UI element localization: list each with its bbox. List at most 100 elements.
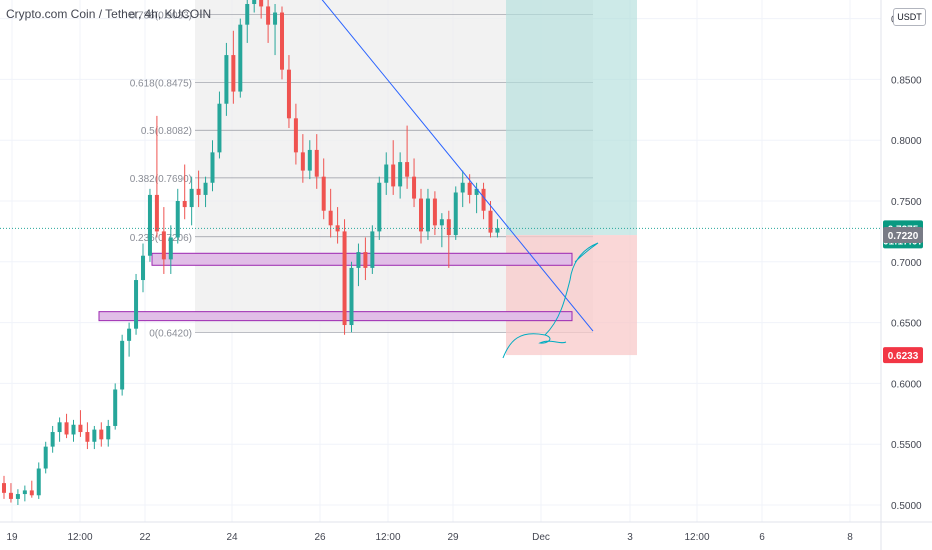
candle-body <box>286 69 291 119</box>
candle-body <box>405 162 410 177</box>
candle-body <box>363 252 368 268</box>
candle-body <box>238 24 243 92</box>
candle <box>328 188 333 238</box>
candle-body <box>307 149 312 171</box>
candle <box>419 188 423 244</box>
price-axis-label: 0.5000 <box>891 501 922 512</box>
candle <box>15 489 20 505</box>
support-zone-upper[interactable] <box>151 252 573 266</box>
candle <box>335 207 340 244</box>
candle <box>245 0 250 43</box>
candle-body <box>196 188 201 195</box>
candle <box>78 410 83 437</box>
candle-body <box>50 432 55 447</box>
candle-body <box>432 198 437 226</box>
hand-drawn-projection[interactable] <box>502 242 599 359</box>
candle-body <box>231 55 236 92</box>
candle <box>273 4 278 56</box>
candle <box>43 441 48 474</box>
candle-body <box>203 182 208 195</box>
candle <box>217 91 222 159</box>
candle-body <box>36 468 41 496</box>
candle <box>189 176 194 226</box>
time-axis-label: 12:00 <box>67 532 92 543</box>
candle <box>398 152 403 199</box>
price-axis-label: 0.7000 <box>891 258 922 269</box>
candle-body <box>488 210 493 233</box>
candle <box>210 140 215 192</box>
fib-level-label: 0.5(0.8082) <box>141 126 192 137</box>
candle <box>460 170 465 208</box>
candle <box>203 176 208 208</box>
candle <box>64 413 69 439</box>
stop-price-badge-bg <box>883 347 923 364</box>
candle <box>481 182 486 220</box>
candle-body <box>127 328 132 341</box>
candle-body <box>439 219 444 226</box>
candle-body <box>321 176 326 211</box>
candle <box>286 55 291 129</box>
candle-body <box>342 231 347 326</box>
candle <box>71 419 76 442</box>
currency-button[interactable]: USDT <box>893 8 926 26</box>
candle <box>8 483 13 503</box>
candle <box>106 419 111 447</box>
candle-body <box>377 182 382 232</box>
time-axis-label: 26 <box>314 532 326 543</box>
candle <box>85 422 90 450</box>
candle <box>474 182 479 214</box>
candle-body <box>217 103 222 153</box>
price-axis-label: 0.5500 <box>891 440 922 451</box>
candle <box>141 243 145 293</box>
candle <box>446 210 451 268</box>
candle <box>29 480 34 498</box>
stop-price-badge-text: 0.6233 <box>888 351 919 362</box>
support-zone-lower[interactable] <box>98 311 573 322</box>
candle-body <box>85 432 90 442</box>
candle-body <box>57 422 62 433</box>
candle <box>356 243 361 287</box>
time-axis-label: 22 <box>139 532 151 543</box>
fib-level-label: 0.786(0.9033) <box>130 11 192 22</box>
candle <box>425 188 430 240</box>
candle-body <box>453 192 458 236</box>
candle-body <box>349 267 354 326</box>
candle <box>439 213 444 248</box>
candle-body <box>175 201 180 238</box>
candle-body <box>412 176 417 199</box>
candle <box>266 0 271 43</box>
entry-price-badge-bg <box>883 227 923 244</box>
candle <box>238 18 243 98</box>
candle <box>161 207 166 274</box>
candle-body <box>293 118 298 153</box>
candle-body <box>168 237 173 260</box>
candle <box>321 158 326 220</box>
candle-body <box>64 422 69 435</box>
candle <box>113 383 118 430</box>
candle <box>363 237 368 281</box>
candle <box>377 176 382 240</box>
candle-body <box>467 182 472 195</box>
candle <box>2 475 6 499</box>
candle-body <box>29 490 34 496</box>
candle <box>182 164 187 220</box>
candle-body <box>8 492 13 499</box>
candle <box>300 134 305 183</box>
candle-body <box>335 225 340 232</box>
time-axis[interactable]: 19 12:00 22 24 26 12:00 29 Dec 3 12:00 6 8 <box>6 532 853 543</box>
time-axis-label: 6 <box>759 532 765 543</box>
candle-body <box>259 0 264 7</box>
descending-trendline[interactable] <box>263 0 594 332</box>
candle-body <box>189 188 194 208</box>
candle-body <box>106 425 111 440</box>
price-axis[interactable]: 1.30001.25001.20001.15001.10001.05001.00… <box>891 0 922 512</box>
candle-body <box>300 152 305 171</box>
price-axis-label: 0.8500 <box>891 75 922 86</box>
time-axis-label: 8 <box>847 532 853 543</box>
time-axis-label: 29 <box>447 532 459 543</box>
candle <box>314 134 319 189</box>
time-axis-label: 24 <box>226 532 238 543</box>
candle-body <box>391 164 396 187</box>
long-position-profit-zone[interactable] <box>506 0 637 236</box>
